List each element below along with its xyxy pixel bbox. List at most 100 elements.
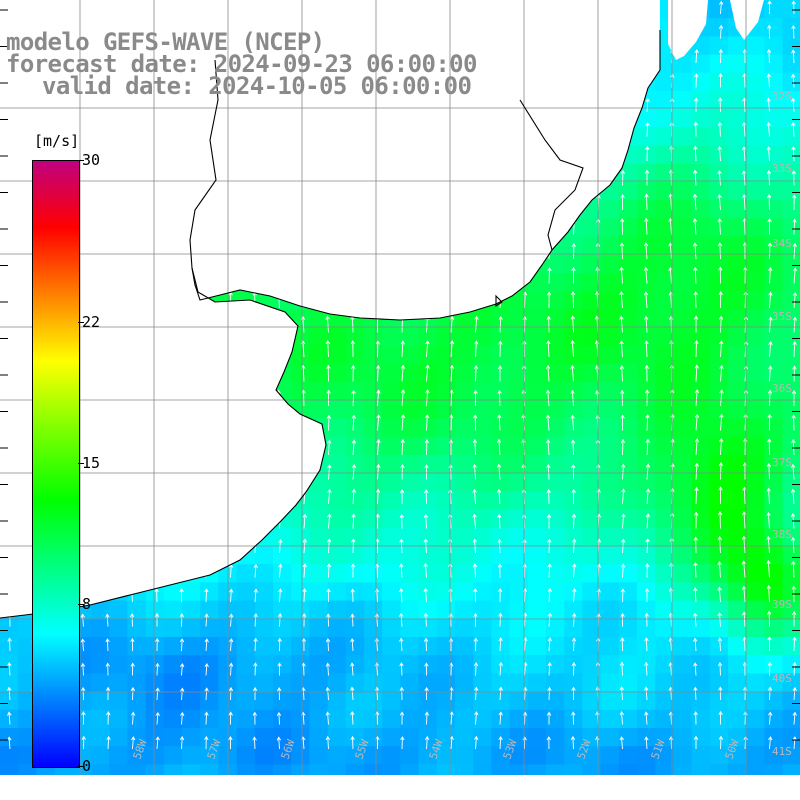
wind-speed-cell	[309, 546, 329, 565]
colorbar-tick-mark	[78, 321, 84, 323]
wind-speed-cell	[546, 746, 565, 765]
wind-speed-cell	[746, 236, 765, 256]
wind-speed-cell	[418, 618, 438, 638]
wind-speed-cell	[546, 764, 565, 775]
wind-speed-cell	[327, 473, 347, 492]
wind-speed-cell	[600, 418, 620, 438]
wind-arrow	[7, 661, 12, 676]
wind-speed-cell	[291, 527, 310, 547]
wind-speed-cell	[691, 72, 711, 92]
wind-speed-cell	[600, 309, 620, 329]
wind-arrow	[252, 711, 257, 725]
wind-speed-cell	[655, 72, 674, 92]
wind-speed-cell	[637, 145, 656, 165]
wind-speed-cell	[746, 600, 765, 620]
latitude-label: 37S	[772, 456, 792, 469]
wind-arrow	[717, 586, 722, 603]
wind-arrow	[180, 687, 185, 701]
wind-speed-cell	[473, 746, 492, 765]
wind-speed-cell	[273, 746, 292, 765]
wind-speed-cell	[163, 618, 183, 638]
wind-speed-cell	[491, 764, 511, 775]
wind-speed-cell	[527, 709, 547, 729]
wind-speed-cell	[91, 709, 110, 729]
wind-arrow	[350, 563, 356, 578]
wind-speed-cell	[0, 764, 19, 775]
wind-speed-cell	[691, 473, 711, 492]
wind-speed-cell	[728, 91, 747, 110]
wind-speed-cell	[782, 345, 800, 365]
wind-arrow	[571, 488, 576, 505]
wind-arrow	[643, 242, 649, 260]
wind-speed-cell	[491, 382, 511, 401]
wind-arrow	[768, 316, 773, 333]
colorbar-tick-mark	[78, 766, 84, 767]
wind-speed-cell	[728, 618, 747, 638]
wind-speed-cell	[600, 764, 620, 775]
wind-arrow	[766, 146, 771, 162]
wind-arrow	[229, 613, 234, 627]
wind-speed-cell	[600, 436, 620, 456]
wind-speed-cell	[527, 418, 547, 438]
wind-speed-cell	[473, 309, 492, 329]
wind-speed-cell	[327, 582, 347, 602]
wind-arrow	[325, 686, 330, 701]
wind-speed-cell	[728, 436, 747, 456]
wind-arrow	[644, 637, 649, 652]
wind-speed-cell	[127, 691, 147, 711]
wind-arrow	[742, 193, 747, 211]
wind-arrow	[767, 24, 772, 39]
wind-arrow	[767, 242, 773, 260]
wind-speed-cell	[436, 509, 456, 529]
wind-speed-cell	[200, 618, 219, 638]
wind-speed-cell	[327, 364, 347, 383]
wind-speed-cell	[509, 764, 529, 775]
wind-arrow	[767, 389, 773, 407]
wind-arrow	[129, 538, 134, 554]
wind-speed-cell	[400, 364, 420, 383]
wind-arrow	[546, 464, 551, 480]
wind-speed-cell	[655, 637, 674, 656]
wind-speed-cell	[273, 728, 292, 747]
wind-speed-cell	[182, 655, 201, 674]
wind-speed-cell	[127, 746, 147, 765]
wind-arrow	[692, 193, 698, 211]
wind-speed-cell	[127, 764, 147, 775]
wind-arrow	[693, 637, 698, 652]
wind-arrow	[717, 193, 722, 211]
wind-speed-cell	[782, 254, 800, 274]
wind-arrow	[693, 315, 699, 333]
wind-arrow	[81, 711, 86, 725]
wind-arrow	[741, 146, 747, 162]
wind-arrow	[154, 439, 159, 456]
wind-arrow	[766, 97, 771, 113]
wind-speed-cell	[709, 127, 729, 147]
wind-speed-cell	[618, 236, 638, 256]
wind-arrow	[571, 464, 576, 480]
wind-arrow	[693, 97, 699, 113]
wind-speed-cell	[618, 400, 638, 420]
wind-arrow	[792, 711, 797, 725]
wind-speed-cell	[618, 691, 638, 711]
wind-speed-cell	[364, 546, 383, 565]
wind-speed-cell	[764, 764, 784, 775]
wind-arrow	[741, 170, 747, 186]
wind-speed-cell	[254, 673, 274, 693]
wind-speed-cell	[764, 309, 784, 329]
wind-speed-cell	[746, 291, 765, 310]
wind-speed-cell	[491, 673, 511, 693]
wind-arrow	[791, 24, 796, 39]
wind-speed-cell	[691, 709, 711, 729]
wind-speed-cell	[327, 455, 347, 474]
wind-arrow	[718, 266, 723, 284]
coastline-path	[519, 99, 584, 251]
wind-speed-cell	[655, 400, 674, 420]
wind-speed-cell	[691, 418, 711, 438]
wind-speed-cell	[764, 436, 784, 456]
wind-speed-cell	[764, 382, 784, 401]
wind-arrow	[425, 364, 430, 382]
wind-speed-cell	[327, 600, 347, 620]
wind-arrow	[253, 563, 258, 578]
wind-speed-cell	[673, 145, 693, 165]
wind-speed-cell	[673, 509, 693, 529]
